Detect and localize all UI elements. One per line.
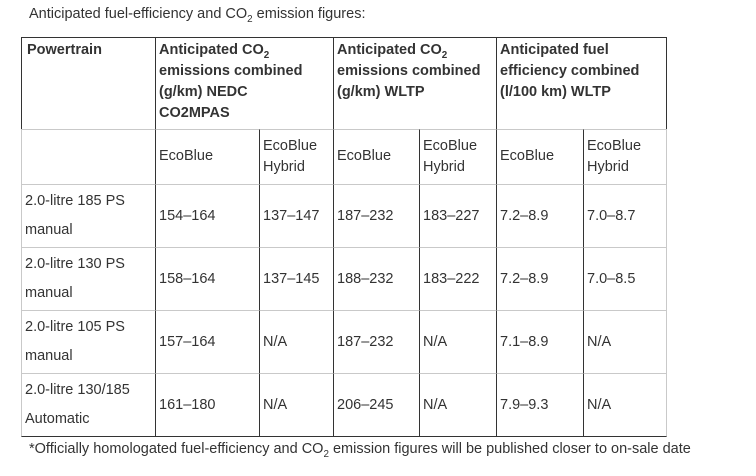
powertrain-cell: 2.0-litre 130/185 Automatic (21, 373, 155, 437)
column-group-co2-nedc: Anticipated CO2 emissions combined (g/km… (155, 37, 333, 129)
table-row: 2.0-litre 105 PS manual 157–164 N/A 187–… (21, 310, 667, 373)
table-row: 2.0-litre 185 PS manual 154–164 137–147 … (21, 184, 667, 247)
table-cell: N/A (583, 373, 667, 437)
subheader-ecoblue: EcoBlue (333, 129, 419, 184)
header-text: Anticipated CO (159, 42, 264, 58)
table-row: 2.0-litre 130 PS manual 158–164 137–145 … (21, 247, 667, 310)
table-cell: N/A (583, 310, 667, 373)
powertrain-cell: 2.0-litre 130 PS manual (21, 247, 155, 310)
table-cell: 188–232 (333, 247, 419, 310)
table-cell: 7.9–9.3 (496, 373, 583, 437)
header-group-row: Powertrain Anticipated CO2 emissions com… (21, 37, 667, 129)
subscript-2: 2 (441, 49, 448, 61)
page-title: Anticipated fuel-efficiency and CO2 emis… (29, 5, 365, 24)
subheader-ecoblue-hybrid: EcoBlue Hybrid (419, 129, 496, 184)
subheader-ecoblue: EcoBlue (496, 129, 583, 184)
footnote-text: *Officially homologated fuel-efficiency … (29, 441, 324, 457)
footnote: *Officially homologated fuel-efficiency … (29, 441, 691, 460)
table-cell: 137–147 (259, 184, 333, 247)
table-cell: N/A (419, 310, 496, 373)
subscript-2: 2 (323, 448, 329, 460)
table-cell: 7.0–8.5 (583, 247, 667, 310)
table-cell: 183–222 (419, 247, 496, 310)
table-cell: N/A (259, 373, 333, 437)
table-cell: 187–232 (333, 184, 419, 247)
header-text: Anticipated CO (337, 42, 442, 58)
table-cell: 7.1–8.9 (496, 310, 583, 373)
column-header-powertrain: Powertrain (21, 37, 155, 129)
table-cell: N/A (259, 310, 333, 373)
table-cell: 7.0–8.7 (583, 184, 667, 247)
column-group-co2-wltp: Anticipated CO2 emissions combined (g/km… (333, 37, 496, 129)
table-cell: 157–164 (155, 310, 259, 373)
table-cell: 187–232 (333, 310, 419, 373)
page-title-text: emission figures: (252, 6, 366, 22)
header-text: emissions combined (g/km) NEDC CO2MPAS (159, 63, 303, 122)
powertrain-cell: 2.0-litre 105 PS manual (21, 310, 155, 373)
subheader-ecoblue: EcoBlue (155, 129, 259, 184)
table-cell: 158–164 (155, 247, 259, 310)
header-text: Anticipated fuel efficiency combined (l/… (500, 42, 640, 101)
footnote-text: emission figures will be published close… (328, 441, 691, 457)
powertrain-cell: 2.0-litre 185 PS manual (21, 184, 155, 247)
column-group-fuel-wltp: Anticipated fuel efficiency combined (l/… (496, 37, 667, 129)
table-cell: 161–180 (155, 373, 259, 437)
header-sub-row: EcoBlue EcoBlue Hybrid EcoBlue EcoBlue H… (21, 129, 667, 184)
table-cell: 183–227 (419, 184, 496, 247)
table-cell: 7.2–8.9 (496, 184, 583, 247)
subheader-ecoblue-hybrid: EcoBlue Hybrid (583, 129, 667, 184)
table-cell: 154–164 (155, 184, 259, 247)
subheader-empty (21, 129, 155, 184)
table-cell: 7.2–8.9 (496, 247, 583, 310)
subscript-2: 2 (263, 49, 270, 61)
subscript-2: 2 (247, 13, 253, 25)
table-cell: 206–245 (333, 373, 419, 437)
table-cell: N/A (419, 373, 496, 437)
fuel-emissions-table: Powertrain Anticipated CO2 emissions com… (21, 37, 667, 437)
header-text: emissions combined (g/km) WLTP (337, 63, 481, 101)
table-cell: 137–145 (259, 247, 333, 310)
table-row: 2.0-litre 130/185 Automatic 161–180 N/A … (21, 373, 667, 437)
subheader-ecoblue-hybrid: EcoBlue Hybrid (259, 129, 333, 184)
page-title-text: Anticipated fuel-efficiency and CO (29, 6, 248, 22)
